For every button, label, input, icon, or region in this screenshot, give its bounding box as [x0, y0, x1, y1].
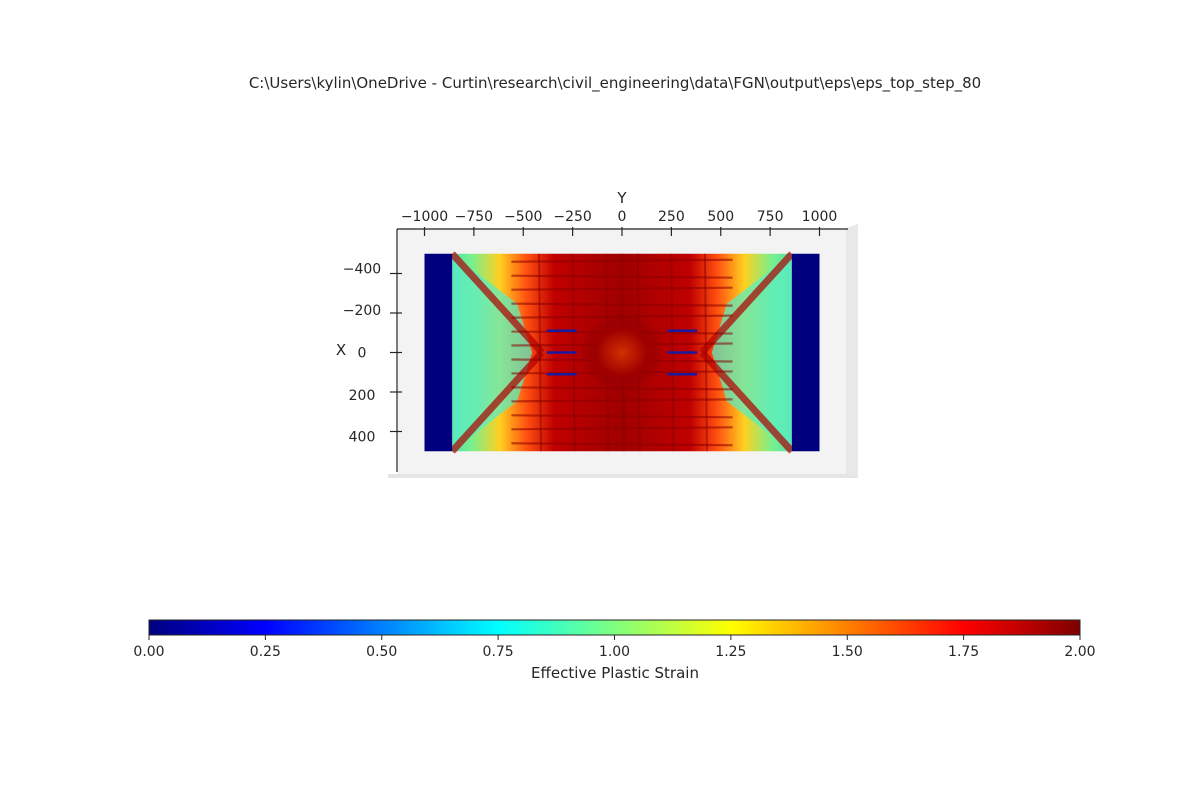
colorbar-ticks: 0.00 0.25 0.50 0.75 1.00 1.25 1.50 1.75 2.00	[133, 635, 1096, 660]
colorbar-label: Effective Plastic Strain	[531, 664, 699, 682]
colorbar-tick-label: 0.00	[133, 644, 164, 660]
y-tick-label: −750	[455, 209, 493, 225]
chart-title: C:\Users\kylin\OneDrive - Curtin\researc…	[249, 74, 981, 93]
shear-band	[699, 350, 795, 454]
low-strain-zone-right	[711, 253, 792, 452]
support-right	[791, 253, 820, 452]
crack-streak	[511, 414, 733, 419]
colorbar-tick-label: 0.75	[483, 644, 514, 660]
y-tick-label: −500	[504, 209, 542, 225]
y-tick-label: −250	[553, 209, 591, 225]
shear-band	[449, 251, 545, 355]
crack-streak	[511, 398, 733, 403]
colorbar	[148, 619, 1081, 636]
pane-edge-bottom	[388, 474, 858, 478]
y-tick-label: 250	[658, 209, 685, 225]
crack-streak	[511, 442, 733, 447]
y-axis-label: Y	[616, 189, 627, 207]
crack-streak	[511, 426, 733, 431]
x-axis-label: X	[336, 341, 346, 359]
y-tick-label: 750	[757, 209, 784, 225]
y-tick-label: −1000	[401, 209, 448, 225]
strain-field	[424, 251, 820, 454]
x-tick-label: 0	[358, 346, 367, 362]
shear-band	[449, 350, 545, 454]
y-axis-ticks: −1000 −750 −500 −250 0 250 500 750 1000	[401, 209, 838, 236]
x-tick-label: −200	[343, 303, 381, 319]
y-tick-label: 1000	[802, 209, 838, 225]
central-loaded-zone	[580, 314, 664, 391]
crack-streak	[703, 253, 708, 452]
x-tick-label: −400	[343, 262, 381, 278]
colorbar-tick-label: 0.50	[366, 644, 397, 660]
shear-band	[699, 251, 795, 355]
colorbar-tick-label: 1.75	[948, 644, 979, 660]
crack-streak	[538, 253, 543, 452]
pane-edge-right	[846, 224, 858, 478]
x-axis-ticks: −400 −200 0 200 400	[343, 262, 402, 445]
support-left	[424, 253, 453, 452]
colorbar-tick-label: 2.00	[1064, 644, 1095, 660]
colorbar-tick-label: 0.25	[250, 644, 281, 660]
y-tick-label: 0	[618, 209, 627, 225]
colorbar-tick-label: 1.50	[832, 644, 863, 660]
colorbar-tick-label: 1.00	[599, 644, 630, 660]
y-tick-label: 500	[707, 209, 734, 225]
x-tick-label: 200	[349, 388, 376, 404]
colorbar-tick-label: 1.25	[715, 644, 746, 660]
x-tick-label: 400	[349, 429, 376, 445]
